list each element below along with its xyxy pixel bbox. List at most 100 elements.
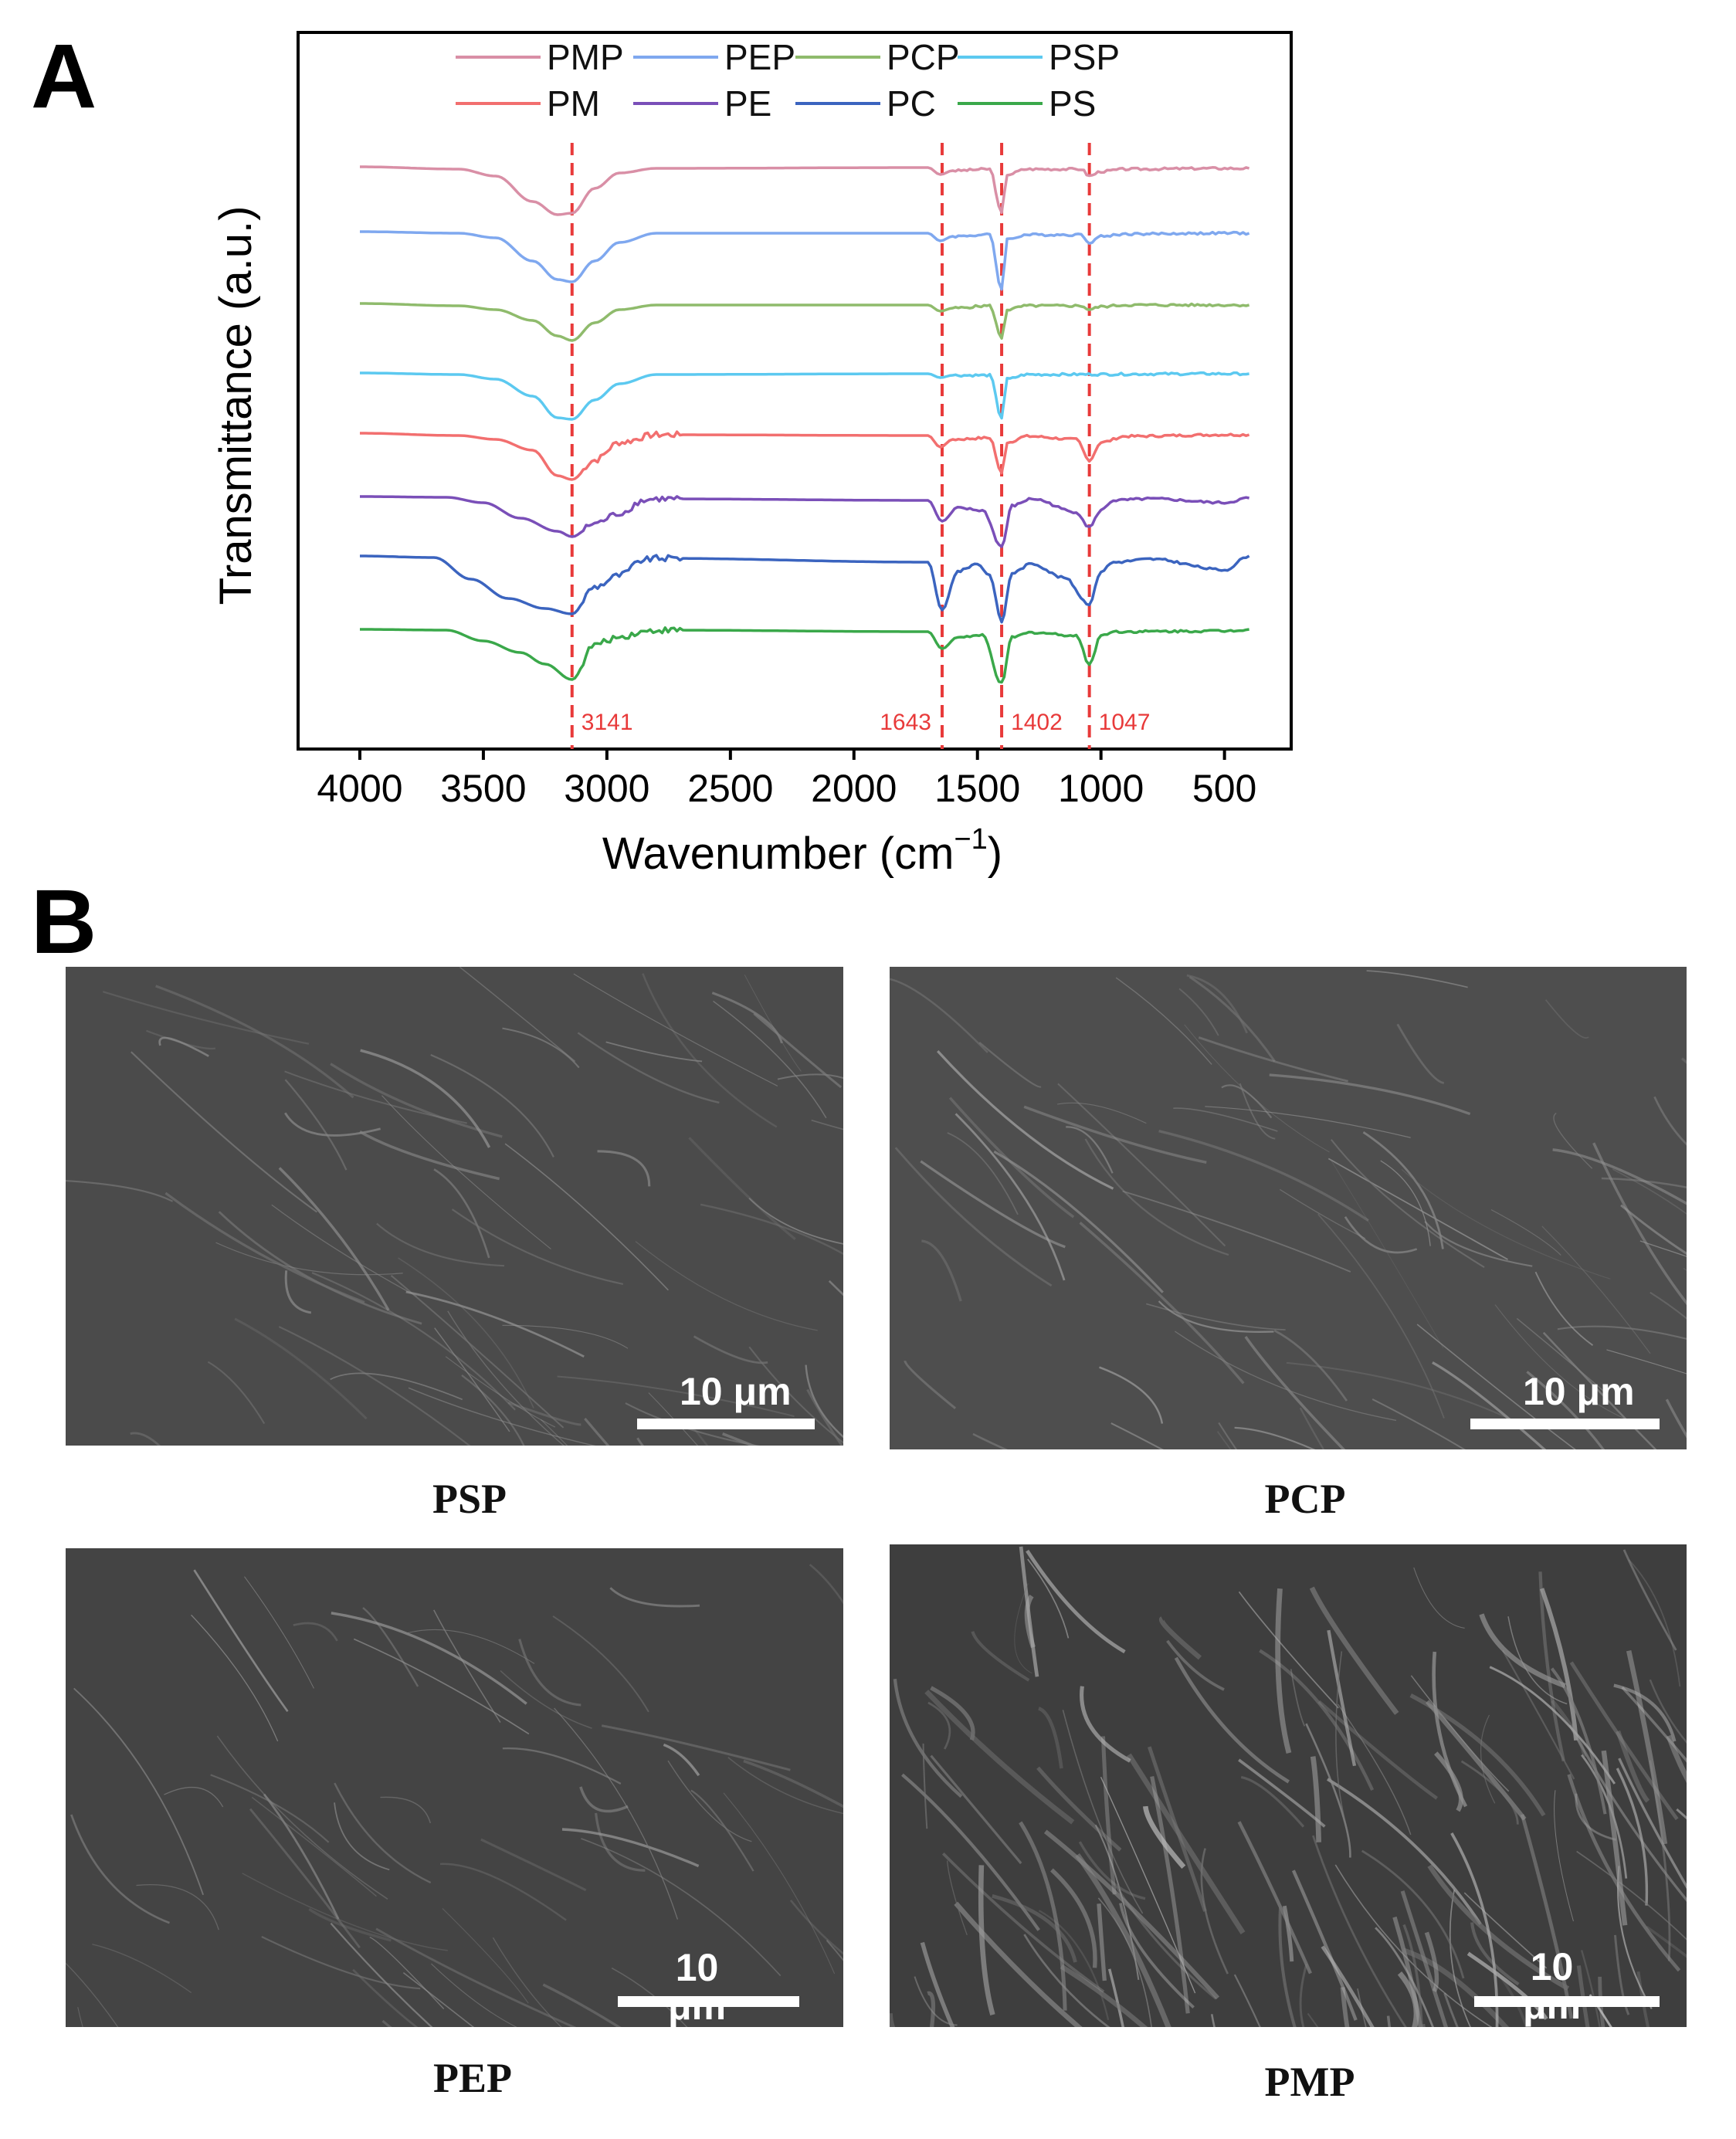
sem-fiber bbox=[504, 1143, 669, 1291]
sem-fiber bbox=[502, 1027, 580, 1069]
sem-fiber bbox=[1019, 1546, 1039, 1677]
sem-fiber bbox=[130, 1432, 161, 1446]
sem-fiber bbox=[1580, 1950, 1601, 2027]
sem-fiber bbox=[234, 1317, 368, 1420]
sem-fiber bbox=[1026, 1549, 1126, 1654]
sem-fiber bbox=[360, 1049, 491, 1148]
sem-fiber bbox=[242, 1873, 448, 1951]
sem-texture-pmp bbox=[890, 1544, 1687, 2027]
sem-fiber bbox=[1060, 1964, 1148, 2027]
sem-fiber bbox=[216, 1735, 388, 1900]
sem-fiber bbox=[434, 1327, 510, 1432]
sem-fiber bbox=[459, 967, 576, 1063]
sem-fiber bbox=[1646, 1925, 1687, 1958]
sem-fiber bbox=[727, 1757, 843, 1815]
sem-fiber bbox=[1616, 1730, 1650, 1803]
series-line-psp bbox=[360, 371, 1249, 421]
sem-fiber bbox=[1340, 1987, 1350, 2027]
sem-fiber bbox=[380, 1796, 432, 1824]
sem-image-psp: 10 μm bbox=[66, 967, 843, 1446]
sem-fiber bbox=[954, 1113, 1066, 1281]
sem-fiber bbox=[1097, 1903, 1107, 1981]
sem-fiber bbox=[573, 973, 778, 1086]
sem-fiber bbox=[1626, 1650, 1668, 1845]
sem-fiber bbox=[609, 1587, 700, 1608]
legend-label-pc: PC bbox=[887, 83, 936, 124]
sem-fiber bbox=[518, 1639, 581, 1707]
sem-fiber bbox=[1553, 1112, 1593, 1169]
sem-fiber bbox=[1099, 1366, 1164, 1424]
sem-fiber bbox=[1443, 1992, 1459, 2027]
sem-fiber bbox=[1606, 1349, 1687, 1375]
sem-fiber bbox=[73, 1687, 204, 1896]
sem-fiber bbox=[1589, 1994, 1612, 2027]
sem-fiber bbox=[1290, 1669, 1306, 1727]
panel-a-label: A bbox=[31, 25, 97, 127]
sem-fiber bbox=[1554, 1790, 1574, 1922]
legend-label-psp: PSP bbox=[1049, 37, 1120, 77]
sem-fiber bbox=[207, 1361, 266, 1425]
sem-fiber bbox=[1019, 1821, 1067, 2011]
sem-texture-pcp bbox=[890, 967, 1687, 1449]
sem-fiber bbox=[461, 1374, 525, 1446]
sem-fiber bbox=[972, 1432, 1009, 1449]
sem-fiber bbox=[1402, 1924, 1423, 2027]
sem-fiber bbox=[552, 1615, 649, 1713]
sem-fiber bbox=[193, 1569, 289, 1713]
sem-fiber bbox=[993, 1150, 1164, 1293]
sem-fiber bbox=[1178, 988, 1219, 1036]
sem-fiber bbox=[451, 1208, 624, 1285]
sem-fiber bbox=[597, 1150, 651, 1187]
sem-fiber bbox=[293, 1622, 338, 1642]
sem-fiber bbox=[146, 1029, 216, 1050]
x-axis-label: Wavenumber (cm−1) bbox=[602, 823, 1002, 879]
sem-fiber bbox=[1653, 1096, 1687, 1146]
sem-fiber bbox=[1534, 1271, 1594, 1346]
sem-fiber bbox=[362, 1607, 419, 1687]
sem-fiber bbox=[191, 1614, 279, 1742]
sem-fiber bbox=[1502, 1649, 1575, 1780]
sem-fiber bbox=[480, 1838, 587, 1892]
legend-label-ps: PS bbox=[1049, 83, 1096, 124]
sem-fiber bbox=[1463, 1892, 1548, 1969]
sem-fiber bbox=[687, 1419, 709, 1446]
sem-fiber bbox=[1612, 1168, 1687, 1215]
sem-fiber bbox=[507, 1401, 581, 1426]
sem-fiber bbox=[1327, 1778, 1482, 1925]
sem-fiber bbox=[1424, 1931, 1439, 1992]
sem-fiber bbox=[1234, 1426, 1316, 1449]
sem-fiber bbox=[284, 1112, 381, 1137]
sem-fiber bbox=[1024, 1594, 1036, 1649]
sem-fiber bbox=[271, 1204, 417, 1297]
sem-background bbox=[66, 967, 843, 1446]
sem-fiber bbox=[1158, 1129, 1369, 1222]
sem-caption-pmp: PMP bbox=[1264, 2059, 1355, 2105]
sem-fiber bbox=[777, 1073, 843, 1080]
sem-fiber bbox=[753, 1012, 843, 1089]
sem-fiber bbox=[1023, 1105, 1207, 1164]
sem-fiber bbox=[1639, 1240, 1687, 1257]
sem-fiber bbox=[1337, 1703, 1412, 1836]
sem-fiber bbox=[557, 1375, 795, 1418]
sem-fiber bbox=[1150, 1775, 1190, 2014]
sem-background bbox=[890, 967, 1687, 1449]
sem-fiber bbox=[690, 1789, 754, 1872]
sem-fiber bbox=[500, 1670, 592, 1729]
sem-fiber bbox=[66, 1963, 119, 2027]
sem-texture-psp bbox=[66, 967, 843, 1446]
sem-fiber bbox=[439, 1863, 567, 1921]
sem-fiber bbox=[284, 1270, 312, 1314]
sem-fiber bbox=[1396, 1023, 1445, 1084]
sem-fiber bbox=[164, 1192, 365, 1303]
sem-fiber bbox=[1616, 1768, 1649, 1906]
legend-label-pe: PE bbox=[724, 83, 771, 124]
sem-fiber bbox=[1649, 1679, 1687, 1744]
sem-fiber bbox=[1592, 1142, 1687, 1306]
sem-fiber bbox=[1426, 1700, 1527, 1821]
sem-fiber bbox=[1321, 1945, 1375, 2027]
sem-fiber bbox=[1084, 1138, 1229, 1256]
sem-fiber bbox=[352, 1968, 419, 2027]
sem-fiber bbox=[407, 1629, 535, 1664]
sem-fiber bbox=[947, 1132, 1019, 1215]
sem-fiber bbox=[748, 1346, 843, 1444]
